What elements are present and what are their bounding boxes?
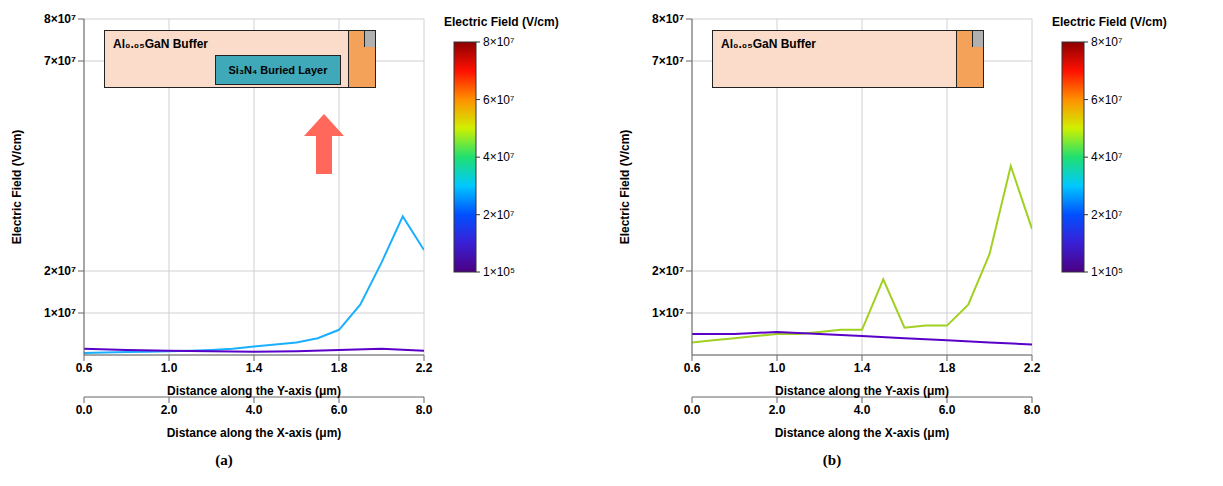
svg-text:1×10⁷: 1×10⁷ xyxy=(44,306,76,320)
svg-text:1.4: 1.4 xyxy=(854,361,871,375)
svg-text:8×10⁷: 8×10⁷ xyxy=(1091,35,1122,49)
svg-text:6.0: 6.0 xyxy=(939,403,956,417)
svg-text:0.6: 0.6 xyxy=(76,361,93,375)
svg-text:1.0: 1.0 xyxy=(161,361,178,375)
svg-text:8×10⁷: 8×10⁷ xyxy=(652,12,684,26)
svg-text:1.8: 1.8 xyxy=(939,361,956,375)
svg-text:8.0: 8.0 xyxy=(1024,403,1041,417)
svg-text:4.0: 4.0 xyxy=(246,403,263,417)
svg-text:1.4: 1.4 xyxy=(246,361,263,375)
svg-text:2.2: 2.2 xyxy=(416,361,433,375)
svg-text:8×10⁷: 8×10⁷ xyxy=(483,35,514,49)
html-text:Al₀.₀₅GaN Buffer: Al₀.₀₅GaN Buffer xyxy=(113,37,208,51)
svg-text:1×10⁷: 1×10⁷ xyxy=(652,306,684,320)
html-text:Al₀.₀₅GaN Buffer: Al₀.₀₅GaN Buffer xyxy=(721,37,816,51)
html-text:(b): (b) xyxy=(822,452,842,468)
svg-text:2×10⁷: 2×10⁷ xyxy=(483,208,514,222)
svg-text:4.0: 4.0 xyxy=(854,403,871,417)
svg-text:Electric Field (V/cm): Electric Field (V/cm) xyxy=(444,15,559,29)
html-text:Si₃N₄ Buried Layer: Si₃N₄ Buried Layer xyxy=(228,64,328,76)
svg-text:7×10⁷: 7×10⁷ xyxy=(44,54,76,68)
svg-text:0.0: 0.0 xyxy=(684,403,701,417)
svg-text:4×10⁷: 4×10⁷ xyxy=(483,150,514,164)
svg-text:2.0: 2.0 xyxy=(769,403,786,417)
svg-text:Distance along the Y-axis (μm): Distance along the Y-axis (μm) xyxy=(775,384,949,398)
svg-text:2×10⁷: 2×10⁷ xyxy=(1091,208,1122,222)
svg-text:1.0: 1.0 xyxy=(769,361,786,375)
svg-text:2.0: 2.0 xyxy=(161,403,178,417)
svg-text:8.0: 8.0 xyxy=(416,403,433,417)
svg-text:Electric Field (V/cm): Electric Field (V/cm) xyxy=(618,130,632,245)
svg-text:8×10⁷: 8×10⁷ xyxy=(44,12,76,26)
svg-text:0.6: 0.6 xyxy=(684,361,701,375)
svg-text:6.0: 6.0 xyxy=(331,403,348,417)
svg-text:2×10⁷: 2×10⁷ xyxy=(44,264,76,278)
svg-text:6×10⁷: 6×10⁷ xyxy=(1091,93,1122,107)
svg-text:2.2: 2.2 xyxy=(1024,361,1041,375)
svg-text:1.8: 1.8 xyxy=(331,361,348,375)
svg-text:4×10⁷: 4×10⁷ xyxy=(1091,150,1122,164)
svg-text:Distance along the Y-axis (μm): Distance along the Y-axis (μm) xyxy=(167,384,341,398)
svg-text:Electric Field (V/cm): Electric Field (V/cm) xyxy=(10,130,24,245)
svg-text:0.0: 0.0 xyxy=(76,403,93,417)
svg-text:Electric Field (V/cm): Electric Field (V/cm) xyxy=(1052,15,1167,29)
svg-text:Distance along the X-axis (μm): Distance along the X-axis (μm) xyxy=(167,426,342,440)
svg-text:7×10⁷: 7×10⁷ xyxy=(652,54,684,68)
svg-text:1×10⁵: 1×10⁵ xyxy=(1091,265,1123,279)
svg-text:1×10⁵: 1×10⁵ xyxy=(483,265,515,279)
svg-text:2×10⁷: 2×10⁷ xyxy=(652,264,684,278)
svg-text:6×10⁷: 6×10⁷ xyxy=(483,93,514,107)
html-text:(a): (a) xyxy=(215,452,233,468)
svg-text:Distance along the X-axis (μm): Distance along the X-axis (μm) xyxy=(775,426,950,440)
